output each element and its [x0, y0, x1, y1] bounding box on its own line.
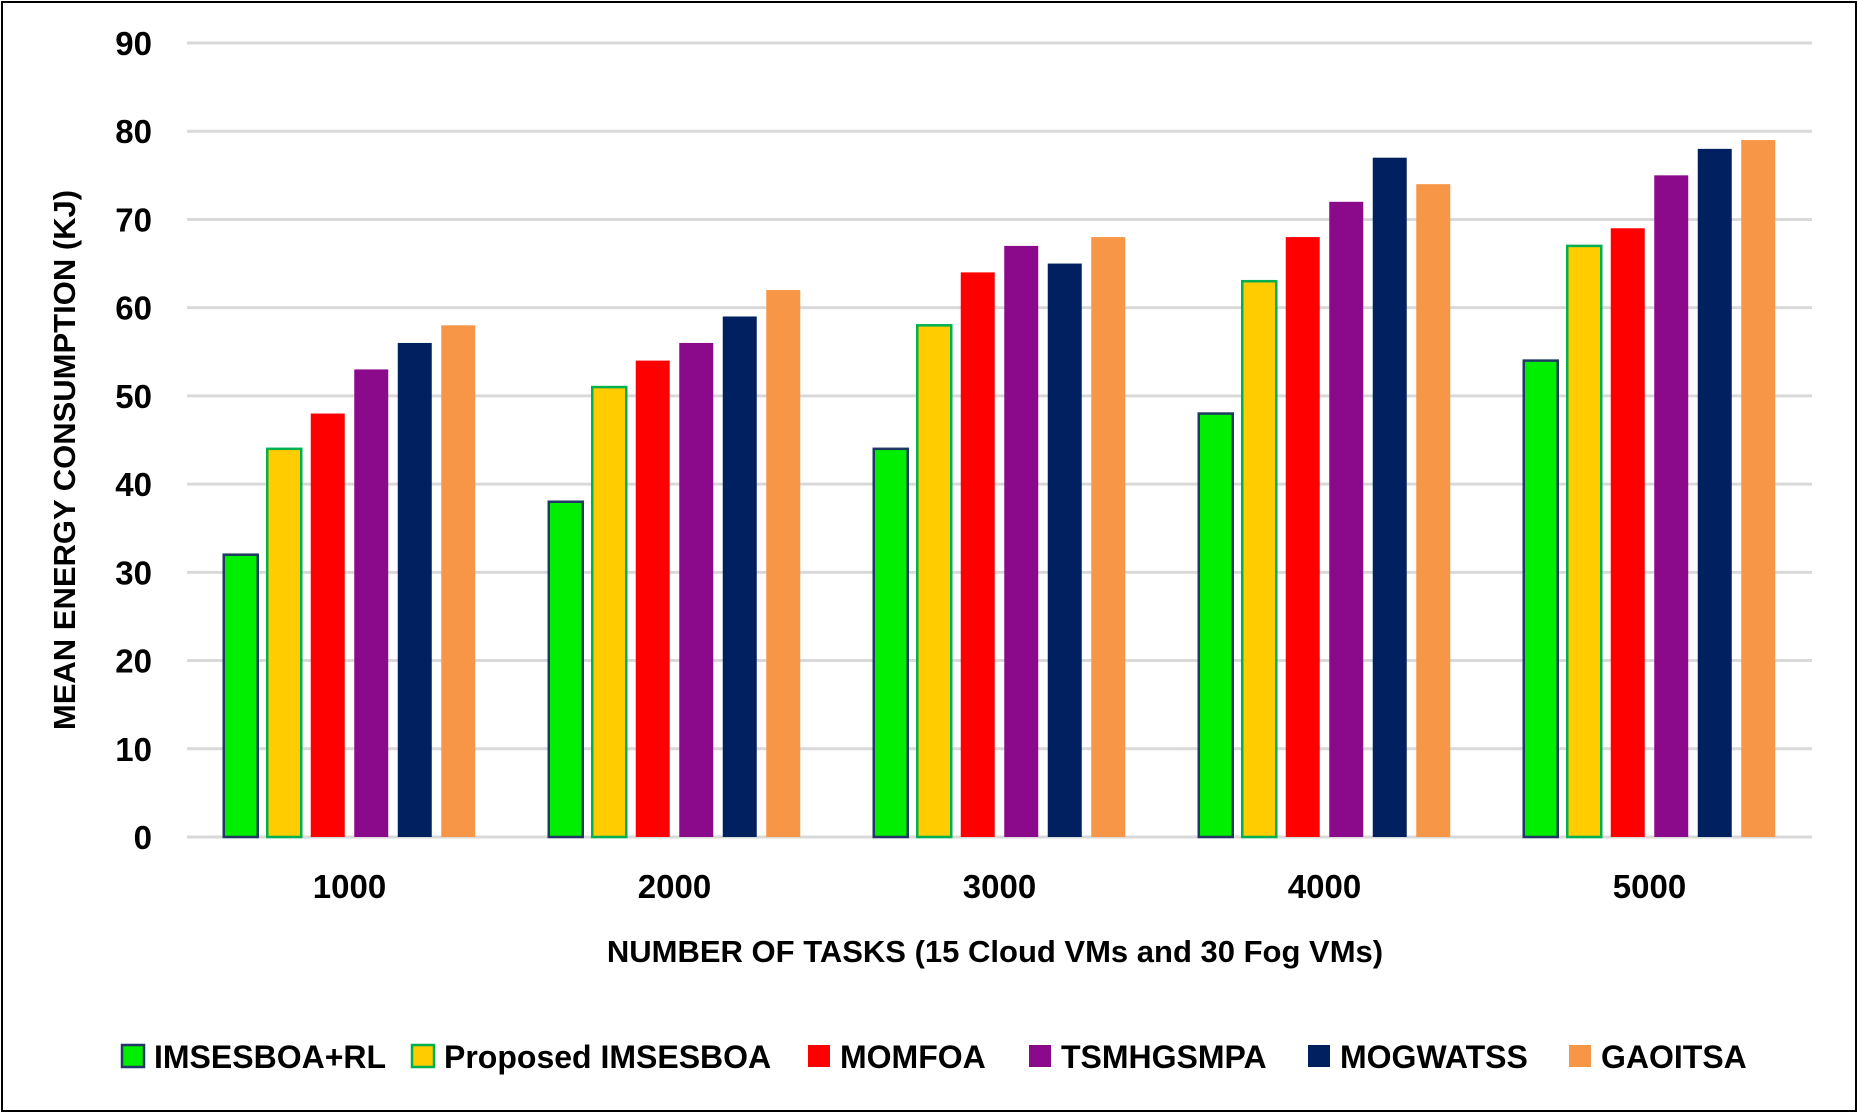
bar-proposed-imsesboa-5000: [1566, 244, 1603, 839]
bar-tsmhgsmpa-4000: [1329, 201, 1364, 838]
bar-gaoitsa-3000: [1091, 237, 1126, 838]
legend-swatch: [410, 1043, 436, 1069]
y-tick-label: 60: [115, 290, 152, 327]
legend: IMSESBOA+RL Proposed IMSESBOA MOMFOA TSMHGS…: [120, 1039, 1747, 1075]
x-tick-label: 1000: [313, 868, 386, 905]
bar-tsmhgsmpa-1000: [354, 369, 389, 837]
bar-gaoitsa-1000: [441, 325, 476, 837]
bar-proposed-imsesboa-4000: [1241, 279, 1278, 839]
y-tick-labels: 0 10 20 30 40 50 60 70 80 90: [115, 25, 152, 856]
bar-proposed-imsesboa-3000: [916, 324, 953, 839]
legend-item-proposed-imsesboa: Proposed IMSESBOA: [410, 1039, 771, 1075]
legend-label: GAOITSA: [1601, 1039, 1747, 1075]
bar-momfoa-1000: [310, 413, 345, 837]
y-tick-label: 40: [115, 466, 152, 503]
y-tick-label: 80: [115, 113, 152, 150]
legend-swatch: [808, 1045, 830, 1067]
bar-imsesboa-rl-1000: [222, 553, 259, 839]
bar-mogwatss-2000: [722, 316, 757, 837]
legend-item-momfoa: MOMFOA: [808, 1039, 986, 1075]
bar-momfoa-2000: [635, 360, 670, 837]
legend-swatch: [120, 1043, 146, 1069]
bar-mogwatss-5000: [1697, 148, 1732, 837]
bar-imsesboa-rl-3000: [872, 447, 909, 839]
legend-swatch: [1308, 1045, 1330, 1067]
x-tick-labels: 1000 2000 3000 4000 5000: [313, 868, 1686, 905]
legend-item-imsesboa-rl: IMSESBOA+RL: [120, 1039, 386, 1075]
bar-imsesboa-rl-4000: [1197, 412, 1234, 839]
legend-label: Proposed IMSESBOA: [444, 1039, 771, 1075]
bar-tsmhgsmpa-3000: [1004, 245, 1039, 837]
y-axis-title: MEAN ENERGY CONSUMPTION (KJ): [47, 190, 82, 730]
bar-proposed-imsesboa-1000: [266, 447, 303, 839]
y-tick-label: 90: [115, 25, 152, 62]
legend-label: IMSESBOA+RL: [154, 1039, 386, 1075]
bar-imsesboa-rl-5000: [1522, 359, 1559, 839]
legend-label: MOMFOA: [840, 1039, 986, 1075]
y-tick-label: 10: [115, 731, 152, 768]
legend-swatch: [1029, 1045, 1051, 1067]
bar-momfoa-3000: [960, 272, 995, 837]
y-tick-label: 0: [134, 819, 152, 856]
x-tick-label: 5000: [1613, 868, 1686, 905]
bar-gaoitsa-4000: [1416, 184, 1451, 838]
x-tick-label: 3000: [963, 868, 1036, 905]
bar-tsmhgsmpa-2000: [679, 342, 714, 837]
x-axis-title: NUMBER OF TASKS (15 Cloud VMs and 30 Fog…: [607, 934, 1383, 969]
bar-momfoa-5000: [1610, 228, 1645, 837]
legend-label: MOGWATSS: [1340, 1039, 1528, 1075]
y-tick-label: 20: [115, 643, 152, 680]
bars: [222, 140, 1776, 839]
y-tick-label: 50: [115, 378, 152, 415]
bar-gaoitsa-5000: [1741, 140, 1776, 838]
bar-imsesboa-rl-2000: [547, 500, 584, 839]
bar-gaoitsa-2000: [766, 290, 801, 837]
bar-momfoa-4000: [1285, 237, 1320, 838]
bar-mogwatss-3000: [1047, 263, 1082, 837]
legend-swatch: [1569, 1045, 1591, 1067]
x-tick-label: 4000: [1288, 868, 1361, 905]
bar-tsmhgsmpa-5000: [1654, 175, 1689, 838]
legend-item-tsmhgsmpa: TSMHGSMPA: [1029, 1039, 1267, 1075]
legend-label: TSMHGSMPA: [1061, 1039, 1267, 1075]
legend-item-mogwatss: MOGWATSS: [1308, 1039, 1528, 1075]
y-tick-label: 70: [115, 201, 152, 238]
legend-item-gaoitsa: GAOITSA: [1569, 1039, 1747, 1075]
x-tick-label: 2000: [638, 868, 711, 905]
y-tick-label: 30: [115, 554, 152, 591]
bar-proposed-imsesboa-2000: [591, 385, 628, 839]
bar-mogwatss-1000: [397, 342, 432, 837]
bar-mogwatss-4000: [1372, 157, 1407, 837]
